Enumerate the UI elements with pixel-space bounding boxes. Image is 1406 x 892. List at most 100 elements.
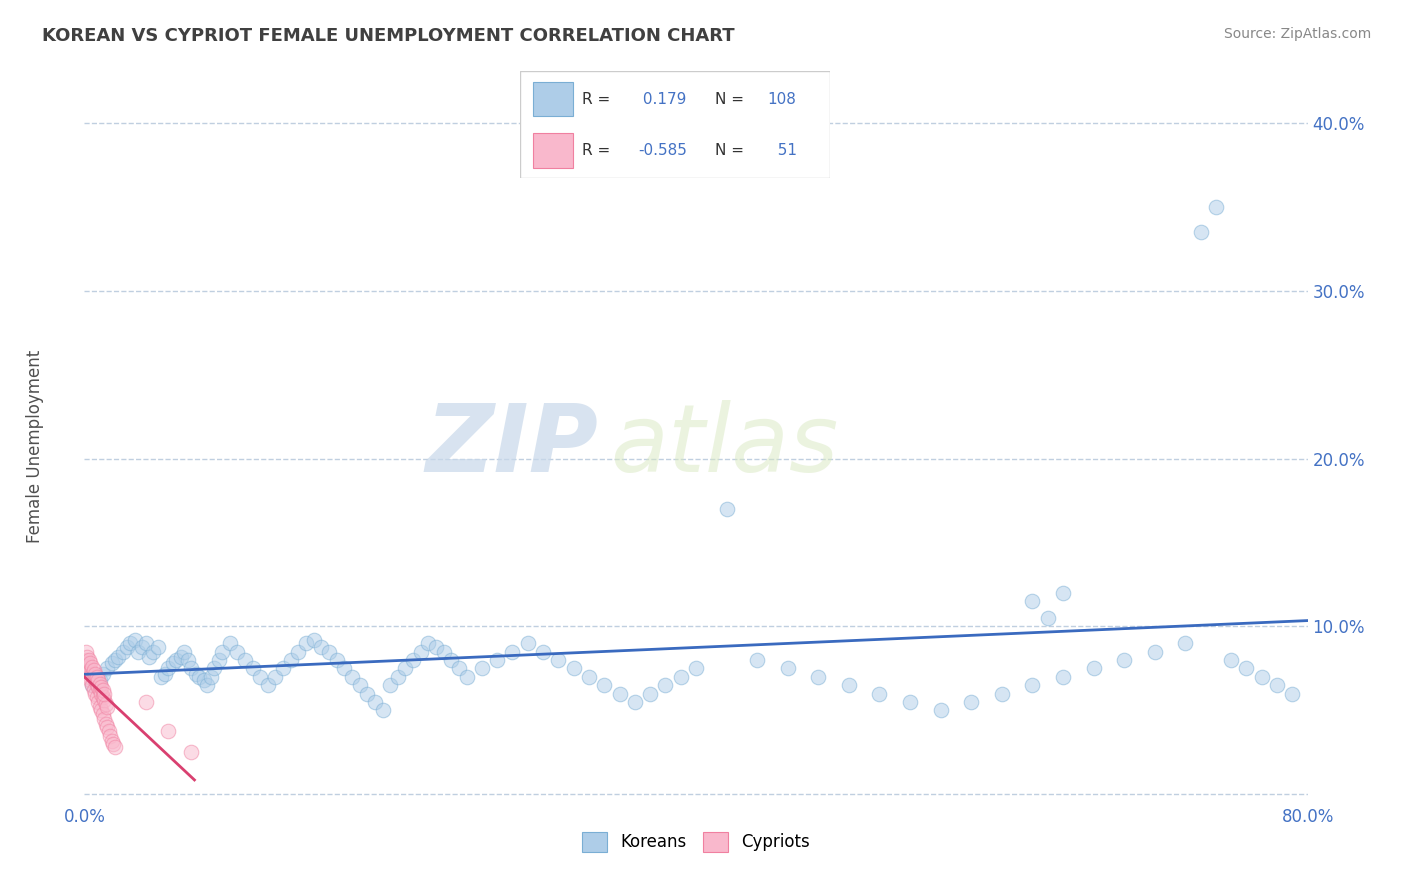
Point bbox=[502, 645, 524, 659]
Point bbox=[89, 673, 111, 688]
Text: ZIP: ZIP bbox=[425, 400, 598, 492]
Point bbox=[97, 723, 120, 738]
Point bbox=[1189, 225, 1212, 239]
Point bbox=[302, 632, 325, 647]
Point bbox=[84, 673, 107, 688]
Point bbox=[101, 733, 124, 747]
Point bbox=[325, 653, 347, 667]
Point bbox=[131, 640, 153, 654]
Text: R =: R = bbox=[582, 143, 610, 158]
Point bbox=[1281, 687, 1303, 701]
Text: N =: N = bbox=[716, 92, 744, 107]
Point bbox=[433, 645, 456, 659]
Point bbox=[218, 636, 240, 650]
Point bbox=[83, 670, 105, 684]
Point bbox=[456, 670, 478, 684]
Point bbox=[96, 661, 118, 675]
Point bbox=[135, 695, 157, 709]
Text: atlas: atlas bbox=[610, 401, 838, 491]
Point bbox=[86, 676, 108, 690]
Point bbox=[193, 673, 215, 688]
Point bbox=[177, 653, 200, 667]
Point bbox=[295, 636, 318, 650]
Point bbox=[516, 636, 538, 650]
Text: N =: N = bbox=[716, 143, 744, 158]
Point bbox=[280, 653, 302, 667]
Point bbox=[120, 636, 142, 650]
Point bbox=[1174, 636, 1197, 650]
Point bbox=[638, 687, 661, 701]
Point bbox=[86, 690, 108, 704]
Point bbox=[249, 670, 271, 684]
Point bbox=[609, 687, 631, 701]
Point bbox=[264, 670, 287, 684]
Point bbox=[409, 645, 432, 659]
Point bbox=[94, 697, 117, 711]
Point bbox=[91, 706, 114, 721]
Point bbox=[87, 673, 110, 688]
Point bbox=[76, 666, 98, 681]
Point bbox=[578, 670, 600, 684]
Point bbox=[127, 645, 149, 659]
Point bbox=[173, 645, 195, 659]
Point bbox=[1220, 653, 1243, 667]
Text: -0.585: -0.585 bbox=[638, 143, 686, 158]
Point bbox=[80, 666, 103, 681]
Point bbox=[226, 645, 249, 659]
Point bbox=[107, 649, 129, 664]
Point bbox=[86, 670, 108, 684]
Point bbox=[87, 680, 110, 694]
Point bbox=[96, 700, 118, 714]
Point bbox=[89, 700, 111, 714]
Bar bbox=[533, 134, 572, 168]
Point bbox=[1036, 611, 1059, 625]
Point bbox=[184, 666, 207, 681]
Point bbox=[1021, 594, 1043, 608]
Point bbox=[287, 645, 309, 659]
Point bbox=[356, 687, 378, 701]
Point bbox=[83, 683, 105, 698]
Point bbox=[142, 645, 165, 659]
Text: 0.179: 0.179 bbox=[638, 92, 686, 107]
Point bbox=[242, 661, 264, 675]
Point bbox=[98, 729, 121, 743]
Point bbox=[371, 703, 394, 717]
FancyBboxPatch shape bbox=[520, 71, 830, 178]
Point bbox=[165, 653, 187, 667]
Point bbox=[138, 649, 160, 664]
Point bbox=[402, 653, 425, 667]
Point bbox=[157, 661, 180, 675]
Point bbox=[349, 678, 371, 692]
Point bbox=[77, 653, 100, 667]
Point bbox=[96, 720, 118, 734]
Point bbox=[447, 661, 470, 675]
Point bbox=[654, 678, 676, 692]
Point bbox=[562, 661, 585, 675]
Point bbox=[80, 660, 103, 674]
Point bbox=[180, 661, 202, 675]
Point bbox=[387, 670, 409, 684]
Point bbox=[80, 678, 103, 692]
Point bbox=[75, 645, 97, 659]
Point bbox=[807, 670, 830, 684]
Point bbox=[1143, 645, 1166, 659]
Point bbox=[1236, 661, 1258, 675]
Point bbox=[104, 653, 127, 667]
Point bbox=[90, 687, 112, 701]
Point bbox=[1265, 678, 1288, 692]
Text: KOREAN VS CYPRIOT FEMALE UNEMPLOYMENT CORRELATION CHART: KOREAN VS CYPRIOT FEMALE UNEMPLOYMENT CO… bbox=[42, 27, 735, 45]
Point bbox=[233, 653, 256, 667]
Point bbox=[929, 703, 952, 717]
Point bbox=[162, 657, 184, 671]
Bar bbox=[533, 82, 572, 116]
Point bbox=[83, 663, 105, 677]
Point bbox=[90, 680, 112, 694]
Point bbox=[1052, 586, 1074, 600]
Point bbox=[101, 657, 124, 671]
Point bbox=[200, 670, 222, 684]
Point bbox=[93, 693, 115, 707]
Point bbox=[91, 690, 114, 704]
Point bbox=[86, 670, 108, 684]
Point bbox=[624, 695, 647, 709]
Point bbox=[75, 653, 97, 667]
